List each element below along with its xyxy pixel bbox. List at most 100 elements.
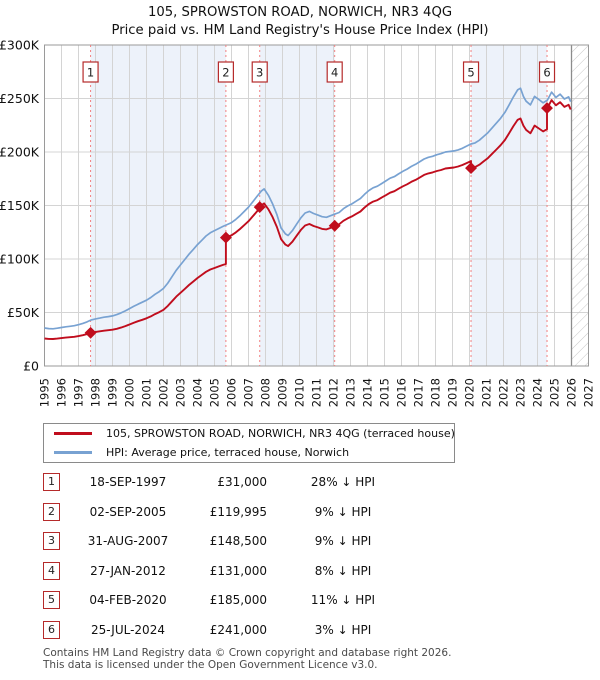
sale-number-badge: 2	[43, 502, 60, 521]
x-tick-label: 2005	[208, 378, 222, 407]
x-tick-label: 2011	[310, 378, 324, 407]
sale-price: £241,000	[209, 622, 267, 637]
sale-number-label: 6	[543, 66, 550, 80]
x-tick-label: 2006	[225, 378, 239, 407]
sale-date: 04-FEB-2020	[89, 593, 167, 608]
x-tick-label: 2018	[429, 378, 443, 407]
sale-number-box	[462, 61, 480, 83]
sale-price: £119,995	[209, 504, 267, 519]
sale-pct-vs-hpi: 9% ↓ HPI	[314, 534, 372, 549]
legend-label-price: 105, SPROWSTON ROAD, NORWICH, NR3 4QG (t…	[106, 427, 455, 441]
x-tick-label: 2024	[531, 378, 545, 407]
sale-number-label: 3	[256, 66, 263, 80]
sale-number-box	[251, 61, 268, 83]
sale-number-badge: 4	[43, 561, 60, 580]
sale-number-boxes: 1 2 3 4 5 6	[82, 61, 556, 83]
price-hpi-chart: 1 2 3 4 5 6 £0 £50K £100K £150K £200K £250K £300K 199…	[0, 38, 596, 408]
sale-pct-vs-hpi: 9% ↓ HPI	[314, 504, 372, 519]
y-tick-label: £250K	[0, 91, 40, 106]
x-tick-label: 2021	[480, 378, 494, 407]
sale-date: 02-SEP-2005	[89, 504, 167, 519]
y-tick-label: £150K	[0, 198, 40, 213]
sale-price: £131,000	[209, 563, 267, 578]
future-hatch-region	[571, 45, 589, 366]
x-tick-label: 2017	[412, 378, 426, 407]
x-tick-label: 2015	[378, 378, 392, 407]
x-tick-label: 1997	[72, 378, 86, 407]
x-tick-label: 2026	[565, 378, 579, 407]
sale-date: 25-JUL-2024	[91, 622, 165, 637]
sales-table: 1 18-SEP-1997 £31,000 28% ↓ HPI 2 02-SEP…	[43, 471, 600, 649]
legend: 105, SPROWSTON ROAD, NORWICH, NR3 4QG (t…	[43, 423, 455, 463]
sale-number-label: 1	[87, 66, 94, 80]
table-row: 5 04-FEB-2020 £185,000 11% ↓ HPI	[43, 589, 600, 619]
sale-pct-vs-hpi: 28% ↓ HPI	[310, 475, 376, 489]
x-tick-label: 2002	[157, 378, 171, 407]
y-tick-label: £0	[23, 359, 39, 374]
legend-item-hpi: HPI: Average price, terraced house, Norw…	[44, 445, 454, 461]
sale-price: £31,000	[217, 475, 267, 489]
page-title: 105, SPROWSTON ROAD, NORWICH, NR3 4QG	[147, 5, 453, 20]
legend-item-price: 105, SPROWSTON ROAD, NORWICH, NR3 4QG (t…	[44, 426, 455, 442]
hpi-line	[44, 87, 572, 330]
sale-date: 31-AUG-2007	[87, 534, 169, 549]
sale-price: £148,500	[209, 534, 267, 549]
x-tick-label: 2004	[191, 378, 205, 407]
price-paid-line	[44, 99, 572, 340]
footer-line-2: This data is licensed under the Open Gov…	[43, 658, 378, 671]
x-tick-label: 1996	[55, 378, 69, 407]
sale-number-box	[217, 61, 234, 83]
sale-pct-vs-hpi: 3% ↓ HPI	[314, 622, 372, 637]
y-tick-label: £100K	[0, 252, 40, 267]
sale-date: 27-JAN-2012	[90, 563, 166, 578]
sale-number-box	[82, 61, 99, 83]
sale-number-badge: 3	[43, 532, 60, 551]
legend-label-hpi: HPI: Average price, terraced house, Norw…	[106, 445, 350, 459]
table-row: 2 02-SEP-2005 £119,995 9% ↓ HPI	[43, 501, 600, 531]
sale-number-badge: 5	[43, 591, 60, 610]
sale-date: 18-SEP-1997	[89, 475, 167, 489]
x-tick-label: 2016	[395, 378, 409, 407]
x-tick-label: 2014	[361, 378, 375, 407]
table-row: 4 27-JAN-2012 £131,000 8% ↓ HPI	[43, 560, 600, 590]
x-tick-label: 1998	[89, 378, 103, 407]
x-tick-label: 2007	[242, 378, 256, 407]
price-line-swatch	[54, 432, 92, 436]
sale-number-box	[326, 61, 343, 83]
table-row: 3 31-AUG-2007 £148,500 9% ↓ HPI	[43, 530, 600, 560]
x-tick-label: 2003	[174, 378, 188, 407]
x-tick-label: 2020	[463, 378, 477, 407]
x-tick-label: 2000	[123, 378, 137, 407]
x-tick-label: 2008	[259, 378, 273, 407]
x-tick-label: 2019	[446, 378, 460, 407]
x-tick-label: 2023	[514, 378, 528, 407]
y-tick-label: £200K	[0, 145, 40, 160]
sale-number-label: 5	[467, 66, 474, 80]
table-row: 6 25-JUL-2024 £241,000 3% ↓ HPI	[43, 619, 600, 649]
sale-pct-vs-hpi: 8% ↓ HPI	[314, 563, 372, 578]
sale-number-badge: 6	[43, 620, 60, 639]
x-tick-label: 2009	[276, 378, 290, 407]
footer-line-1: Contains HM Land Registry data © Crown c…	[43, 647, 452, 659]
x-tick-label: 2025	[548, 378, 562, 407]
plot-border	[44, 44, 589, 367]
x-tick-label: 2012	[327, 378, 341, 407]
sale-number-badge: 1	[43, 473, 60, 491]
y-tick-label: £50K	[7, 305, 40, 320]
x-tick-label: 2013	[344, 378, 358, 407]
page-subtitle: Price paid vs. HM Land Registry's House …	[111, 23, 489, 38]
x-tick-label: 2010	[293, 378, 307, 407]
x-tick-label: 1995	[38, 378, 52, 407]
sale-number-label: 2	[222, 66, 229, 80]
sale-number-box	[538, 61, 556, 83]
x-tick-label: 2001	[140, 378, 154, 407]
sale-number-label: 4	[331, 66, 338, 80]
x-tick-label: 2022	[497, 378, 511, 407]
x-tick-label: 1999	[106, 378, 120, 407]
y-tick-label: £300K	[0, 38, 40, 53]
hpi-line-swatch	[54, 450, 92, 454]
copyright-footer: Contains HM Land Registry data © Crown c…	[43, 647, 593, 671]
sale-price: £185,000	[209, 593, 267, 608]
